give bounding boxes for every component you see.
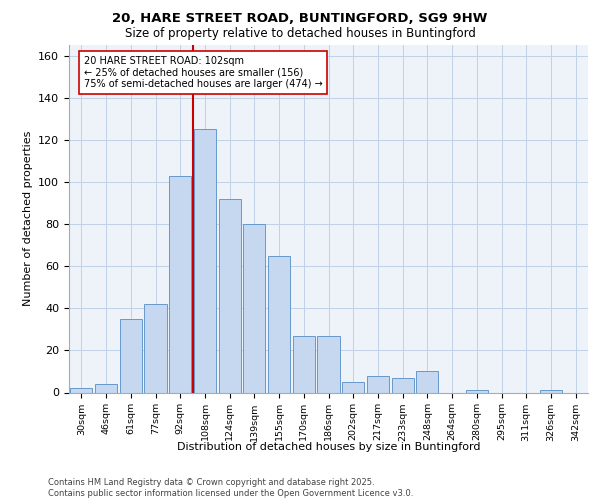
Bar [119, 319, 142, 392]
Bar [95, 384, 117, 392]
Text: Contains HM Land Registry data © Crown copyright and database right 2025.
Contai: Contains HM Land Registry data © Crown c… [48, 478, 413, 498]
Text: 20, HARE STREET ROAD, BUNTINGFORD, SG9 9HW: 20, HARE STREET ROAD, BUNTINGFORD, SG9 9… [112, 12, 488, 26]
Text: 20 HARE STREET ROAD: 102sqm
← 25% of detached houses are smaller (156)
75% of se: 20 HARE STREET ROAD: 102sqm ← 25% of det… [84, 56, 323, 88]
Bar [342, 382, 364, 392]
Bar [466, 390, 488, 392]
Bar [268, 256, 290, 392]
Y-axis label: Number of detached properties: Number of detached properties [23, 131, 32, 306]
Bar [540, 390, 562, 392]
Bar [218, 198, 241, 392]
Bar [317, 336, 340, 392]
Bar [169, 176, 191, 392]
Text: Size of property relative to detached houses in Buntingford: Size of property relative to detached ho… [125, 28, 475, 40]
Bar [293, 336, 315, 392]
Bar [392, 378, 414, 392]
Bar [416, 372, 439, 392]
Bar [194, 129, 216, 392]
Text: Distribution of detached houses by size in Buntingford: Distribution of detached houses by size … [177, 442, 481, 452]
Bar [367, 376, 389, 392]
Bar [243, 224, 265, 392]
Bar [70, 388, 92, 392]
Bar [145, 304, 167, 392]
